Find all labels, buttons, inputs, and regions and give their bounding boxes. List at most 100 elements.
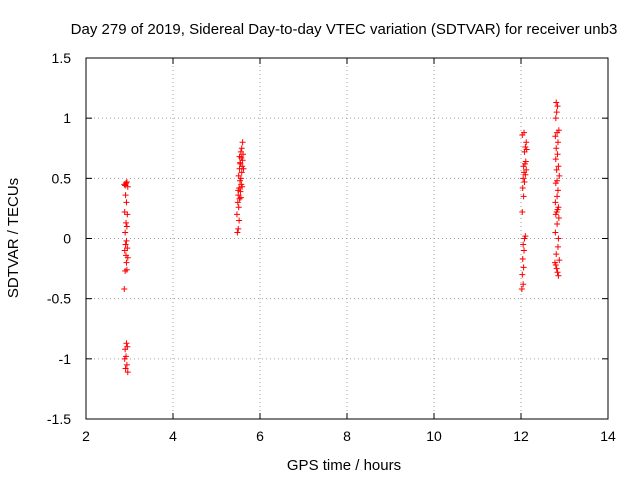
data-point xyxy=(553,251,560,258)
x-tick-label: 10 xyxy=(426,428,442,444)
data-point xyxy=(522,233,529,240)
data-point xyxy=(554,103,561,110)
data-point xyxy=(522,158,529,165)
data-point xyxy=(235,225,242,232)
data-point xyxy=(555,235,562,242)
data-point xyxy=(124,254,131,261)
data-point xyxy=(122,365,129,372)
y-axis-label: SDTVAR / TECUs xyxy=(5,178,22,298)
data-point xyxy=(235,172,242,179)
data-point xyxy=(124,183,131,190)
data-point xyxy=(552,261,559,268)
data-point xyxy=(553,166,560,173)
x-tick-label: 8 xyxy=(343,428,351,444)
y-tick-label: 1.5 xyxy=(52,50,72,66)
data-point xyxy=(554,221,561,228)
data-point xyxy=(556,257,563,264)
data-point xyxy=(124,211,131,218)
data-point xyxy=(238,169,245,176)
data-point xyxy=(239,139,246,146)
data-point xyxy=(555,127,562,134)
data-point xyxy=(236,195,243,202)
data-point xyxy=(121,355,128,362)
data-point xyxy=(123,266,130,273)
data-point xyxy=(520,241,527,248)
data-point xyxy=(234,229,241,236)
data-points xyxy=(121,99,563,376)
data-point xyxy=(552,133,559,140)
data-point xyxy=(520,175,527,182)
x-tick-label: 6 xyxy=(256,428,264,444)
data-point xyxy=(237,194,244,201)
data-point xyxy=(554,193,561,200)
data-point xyxy=(236,153,243,160)
data-point xyxy=(235,204,242,211)
y-tick-label: 0.5 xyxy=(52,170,72,186)
y-tick-label: 0 xyxy=(63,231,71,247)
data-point xyxy=(122,192,129,199)
data-point xyxy=(555,215,562,222)
data-point xyxy=(552,229,559,236)
y-tick-label: -0.5 xyxy=(47,291,71,307)
data-point xyxy=(554,139,561,146)
data-point xyxy=(553,109,560,116)
data-point xyxy=(523,166,530,173)
data-point xyxy=(123,259,130,266)
data-point xyxy=(121,286,128,293)
grid xyxy=(86,58,608,419)
data-point xyxy=(521,178,528,185)
data-point xyxy=(234,199,241,206)
data-point xyxy=(554,187,561,194)
data-point xyxy=(519,255,526,262)
data-point xyxy=(521,129,528,136)
data-point xyxy=(238,145,245,152)
data-point xyxy=(122,241,129,248)
data-point xyxy=(555,204,562,211)
data-point xyxy=(240,165,247,172)
data-point xyxy=(123,340,130,347)
axis-ticks xyxy=(85,57,609,420)
chart-title: Day 279 of 2019, Sidereal Day-to-day VTE… xyxy=(71,21,618,38)
data-point xyxy=(519,184,526,191)
y-tick-label: 1 xyxy=(63,110,71,126)
data-point xyxy=(552,199,559,206)
data-point xyxy=(520,264,527,271)
data-point xyxy=(522,144,529,151)
data-point xyxy=(552,115,559,122)
data-point xyxy=(554,151,561,158)
data-point xyxy=(124,369,131,376)
data-point xyxy=(555,163,562,170)
data-point xyxy=(521,247,528,254)
data-point xyxy=(123,199,130,206)
data-point xyxy=(235,187,242,194)
data-point xyxy=(553,145,560,152)
data-point xyxy=(554,269,561,276)
x-tick-label: 4 xyxy=(169,428,177,444)
data-point xyxy=(555,272,562,279)
data-point xyxy=(123,361,130,368)
data-point xyxy=(123,219,130,226)
data-point xyxy=(123,178,130,185)
data-point xyxy=(124,343,131,350)
data-point xyxy=(518,286,525,293)
data-point xyxy=(554,243,561,250)
data-point xyxy=(236,159,243,166)
data-point xyxy=(123,223,130,230)
data-point xyxy=(556,172,563,179)
data-point xyxy=(554,177,561,184)
data-point xyxy=(123,180,130,187)
data-point xyxy=(519,209,526,216)
data-point xyxy=(121,247,128,254)
y-tick-label: -1 xyxy=(59,351,72,367)
data-point xyxy=(520,281,527,288)
data-point xyxy=(553,99,560,106)
data-point xyxy=(239,183,246,190)
data-point xyxy=(523,139,530,146)
data-point xyxy=(519,271,526,278)
x-tick-label: 12 xyxy=(513,428,529,444)
data-point xyxy=(233,211,240,218)
data-point xyxy=(553,265,560,272)
data-point xyxy=(552,156,559,163)
data-point xyxy=(123,237,130,244)
